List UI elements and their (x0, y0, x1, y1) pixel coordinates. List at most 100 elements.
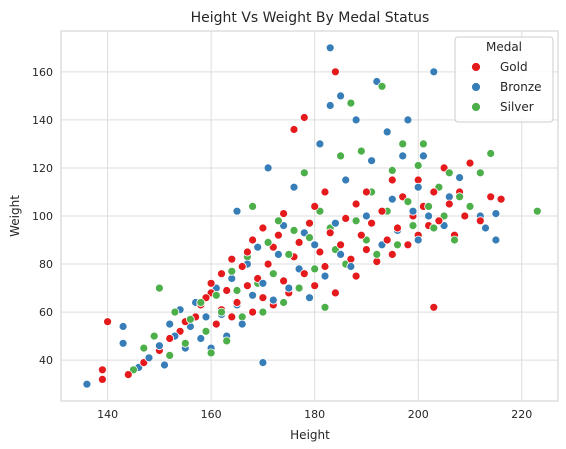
data-point-silver (139, 343, 149, 353)
data-point-silver (268, 269, 278, 279)
data-point-bronze (118, 338, 128, 348)
data-point-bronze (273, 249, 283, 259)
legend-label-silver: Silver (500, 100, 534, 114)
data-point-bronze (387, 194, 397, 204)
legend-label-gold: Gold (500, 60, 528, 74)
data-point-bronze (154, 341, 164, 351)
data-point-silver (273, 216, 283, 226)
x-tick-label: 200 (408, 408, 429, 421)
data-point-bronze (118, 322, 128, 331)
data-point-silver (227, 266, 237, 276)
data-point-gold (123, 370, 133, 380)
data-point-gold (206, 278, 216, 288)
data-point-gold (361, 245, 371, 255)
data-point-gold (336, 240, 346, 250)
data-point-gold (351, 199, 361, 209)
data-point-gold (486, 192, 496, 202)
data-point-gold (372, 257, 382, 267)
data-point-gold (361, 187, 371, 197)
data-point-gold (279, 276, 289, 286)
data-point-silver (258, 307, 268, 317)
data-point-bronze (408, 206, 418, 216)
data-point-bronze (403, 115, 413, 125)
chart-title: Height Vs Weight By Medal Status (191, 10, 430, 26)
data-point-silver (398, 139, 408, 149)
x-tick-label: 180 (304, 408, 325, 421)
data-point-gold (465, 158, 475, 168)
data-point-gold (232, 298, 242, 307)
y-tick-label: 100 (32, 210, 53, 223)
data-point-gold (305, 218, 314, 228)
data-point-bronze (284, 283, 294, 293)
data-point-gold (258, 223, 268, 233)
y-tick-label: 80 (39, 258, 53, 271)
data-point-silver (351, 216, 361, 226)
data-points (82, 43, 542, 389)
data-point-bronze (455, 173, 465, 183)
data-point-bronze (201, 312, 211, 322)
data-point-gold (330, 288, 340, 298)
legend-marker-silver (471, 102, 481, 112)
data-point-gold (382, 235, 392, 245)
data-point-gold (299, 113, 309, 122)
data-point-gold (222, 286, 232, 295)
data-point-bronze (491, 209, 501, 219)
data-point-bronze (289, 182, 299, 192)
data-point-silver (310, 264, 320, 274)
legend-title: Medal (486, 40, 522, 54)
data-point-bronze (429, 67, 439, 77)
data-point-bronze (351, 115, 361, 125)
y-tick-label: 140 (32, 114, 53, 127)
data-point-bronze (263, 163, 273, 173)
data-point-gold (387, 249, 397, 259)
data-point-bronze (491, 235, 501, 245)
data-point-silver (424, 201, 434, 211)
data-point-silver (356, 146, 366, 156)
x-tick-label: 160 (201, 408, 222, 421)
data-point-silver (486, 149, 496, 158)
data-point-silver (206, 348, 216, 358)
y-axis-label: Weight (8, 195, 22, 237)
data-point-silver (284, 249, 294, 259)
data-point-bronze (424, 211, 434, 221)
data-point-bronze (248, 290, 258, 300)
data-point-gold (429, 302, 439, 312)
data-point-silver (413, 161, 423, 170)
data-point-silver (237, 312, 247, 322)
data-point-bronze (398, 151, 408, 161)
data-point-silver (299, 168, 309, 178)
data-point-bronze (361, 211, 371, 221)
data-point-gold (289, 125, 299, 134)
data-point-gold (103, 317, 112, 327)
data-point-gold (403, 240, 413, 250)
data-point-silver (444, 168, 454, 178)
legend-items: Gold Bronze Silver (471, 60, 542, 114)
data-point-bronze (413, 182, 423, 192)
data-point-bronze (367, 156, 377, 166)
data-point-silver (372, 249, 382, 259)
data-point-gold (496, 194, 506, 204)
data-point-gold (320, 262, 330, 271)
data-point-gold (393, 223, 402, 233)
data-point-silver (475, 168, 485, 178)
legend-marker-gold (471, 62, 481, 72)
data-point-silver (450, 235, 459, 245)
y-tick-label: 160 (32, 66, 53, 79)
data-point-gold (279, 209, 289, 219)
data-point-silver (429, 223, 439, 233)
data-point-silver (336, 151, 346, 161)
data-point-bronze (253, 242, 263, 252)
data-point-gold (356, 230, 366, 240)
legend: Medal Gold Bronze Silver (454, 36, 554, 123)
data-point-gold (330, 67, 340, 77)
data-point-bronze (258, 358, 268, 368)
data-point-bronze (237, 319, 247, 329)
data-point-gold (351, 271, 361, 281)
data-point-silver (320, 302, 330, 312)
grid (61, 31, 558, 401)
data-point-gold (377, 206, 387, 216)
data-point-gold (227, 312, 237, 322)
data-point-gold (310, 201, 320, 211)
data-point-bronze (144, 353, 154, 363)
